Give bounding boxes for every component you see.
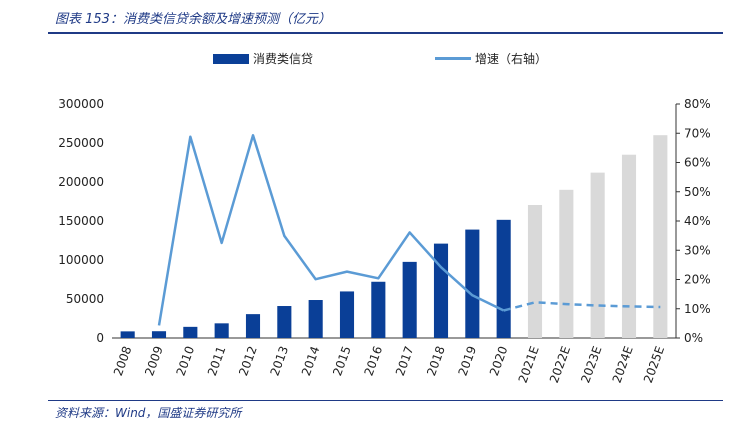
x-tick-label: 2024E xyxy=(610,344,636,385)
bar-forecast xyxy=(559,189,574,338)
x-tick-label: 2018 xyxy=(424,344,448,377)
y-tick-label-left: 50000 xyxy=(66,292,104,306)
legend-item-line: 增速（右轴） xyxy=(435,50,547,67)
legend-label-bar: 消费类信贷 xyxy=(253,52,314,66)
x-tick-label: 2015 xyxy=(330,344,354,377)
bar xyxy=(402,261,417,338)
legend-label-line: 增速（右轴） xyxy=(475,52,548,66)
x-tick-label: 2012 xyxy=(236,344,260,377)
x-tick-label: 2025E xyxy=(641,344,667,385)
chart-title: 图表 153：消费类信贷余额及增速预测（亿元） xyxy=(55,12,331,27)
y-tick-label-right: 70% xyxy=(684,126,711,140)
y-tick-label-left: 100000 xyxy=(58,253,104,267)
bar xyxy=(151,331,167,338)
x-tick-label: 2019 xyxy=(456,344,480,377)
bar-forecast xyxy=(527,205,543,338)
bar xyxy=(371,281,386,338)
bar xyxy=(183,326,198,338)
y-tick-label-left: 250000 xyxy=(58,136,104,150)
bar xyxy=(339,291,355,338)
x-tick-label: 2021E xyxy=(516,344,542,385)
legend-swatch-line xyxy=(435,57,471,60)
source-note: 资料来源：Wind，国盛证券研究所 xyxy=(55,406,242,420)
legend-item-bar: 消费类信贷 xyxy=(213,50,313,67)
bar-forecast xyxy=(621,154,637,338)
y-tick-label-right: 60% xyxy=(684,156,711,170)
growth-line xyxy=(157,134,505,326)
y-tick-label-left: 200000 xyxy=(58,175,104,189)
title-rule xyxy=(48,32,723,34)
x-tick-label: 2013 xyxy=(268,344,292,377)
y-tick-label-left: 0 xyxy=(96,331,104,345)
x-tick-label: 2014 xyxy=(299,344,323,377)
x-tick-label: 2017 xyxy=(393,344,417,377)
x-tick-label: 2022E xyxy=(547,344,573,385)
legend-swatch-bar xyxy=(213,53,249,64)
y-tick-label-right: 10% xyxy=(684,302,711,316)
bar xyxy=(308,300,323,338)
x-tick-label: 2016 xyxy=(362,344,386,377)
x-tick-label: 2020 xyxy=(487,344,511,377)
bar xyxy=(433,243,449,338)
y-tick-label-left: 150000 xyxy=(58,214,104,228)
bar-forecast xyxy=(590,172,605,338)
y-tick-label-right: 80% xyxy=(684,97,711,111)
y-tick-label-right: 20% xyxy=(684,273,711,287)
y-tick-label-left: 300000 xyxy=(58,97,104,111)
y-tick-label-right: 40% xyxy=(684,214,711,228)
y-tick-label-right: 0% xyxy=(684,331,703,345)
bar xyxy=(120,331,135,338)
bar xyxy=(465,229,480,338)
growth-line-forecast xyxy=(503,301,661,312)
x-tick-label: 2011 xyxy=(205,344,229,377)
source-rule xyxy=(48,400,723,401)
bar xyxy=(214,323,229,338)
x-tick-label: 2008 xyxy=(111,344,135,377)
y-tick-label-right: 30% xyxy=(684,243,711,257)
bar xyxy=(496,219,511,338)
bar xyxy=(245,314,261,338)
y-tick-label-right: 50% xyxy=(684,185,711,199)
bar xyxy=(277,306,292,338)
x-tick-label: 2009 xyxy=(142,344,166,377)
x-tick-label: 2010 xyxy=(174,344,198,377)
x-tick-label: 2023E xyxy=(578,344,604,385)
bar-forecast xyxy=(653,135,668,338)
